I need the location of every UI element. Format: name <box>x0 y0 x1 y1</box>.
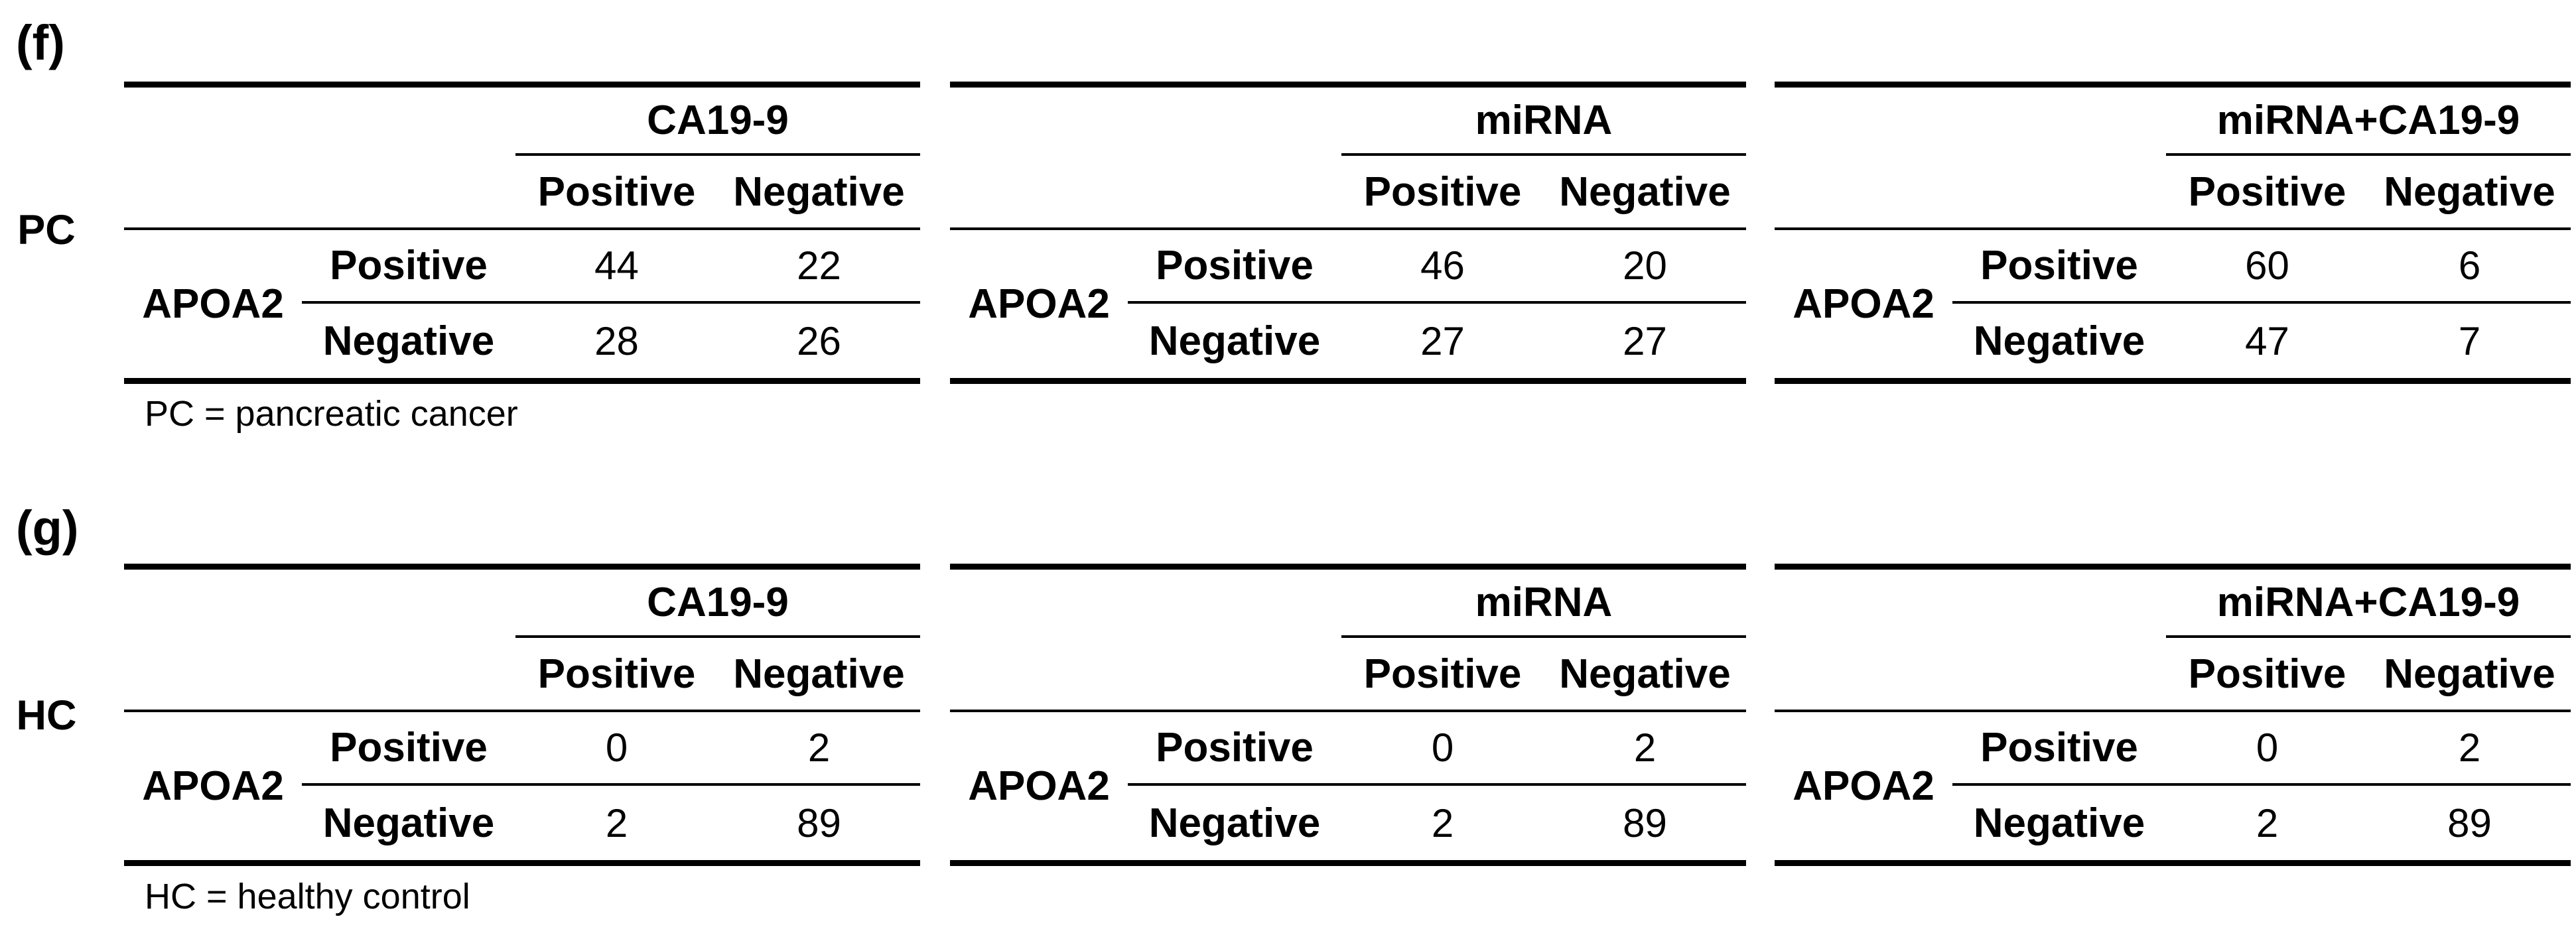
column-header-positive: Positive <box>1341 156 1544 230</box>
row-label-positive: Positive <box>302 230 515 304</box>
row-label-negative: Negative <box>1973 318 2145 364</box>
cell-value: 0 <box>515 712 718 786</box>
row-group-label-apoa2: APOA2 <box>142 281 284 327</box>
column-header-positive: Positive <box>2166 156 2368 230</box>
cell-value: 89 <box>2447 800 2492 845</box>
confusion-table-pc-mirna-ca19-9: miRNA+CA19-9 Positive Negative APOA2 Pos… <box>1775 82 2571 384</box>
assay-group-header: CA19-9 <box>515 570 920 638</box>
row-label-positive: Positive <box>1128 712 1341 786</box>
column-header-negative: Negative <box>1544 638 1746 712</box>
confusion-table-hc-ca19-9: CA19-9 Positive Negative APOA2 Positive … <box>124 564 920 866</box>
assay-group-header: miRNA <box>1341 570 1746 638</box>
cell-value: 0 <box>1341 712 1544 786</box>
cell-value: 6 <box>2368 230 2571 304</box>
row-label-negative: Negative <box>322 318 495 364</box>
spacer-cell <box>124 570 515 638</box>
cell-value: 2 <box>718 712 920 786</box>
assay-group-header: miRNA+CA19-9 <box>2166 88 2571 156</box>
cell-value: 22 <box>718 230 920 304</box>
spacer-cell <box>124 156 515 230</box>
cell-value: 2 <box>2256 800 2279 845</box>
row-label-positive: Positive <box>302 712 515 786</box>
cell-value: 26 <box>797 318 841 363</box>
spacer-cell <box>950 638 1341 712</box>
row-label-positive: Positive <box>1952 230 2166 304</box>
cell-value: 27 <box>1420 318 1465 363</box>
cell-value: 7 <box>2458 318 2481 363</box>
row-group-label-apoa2: APOA2 <box>1793 281 1934 327</box>
spacer-cell <box>1775 638 2166 712</box>
cell-value: 2 <box>605 800 628 845</box>
cohort-label-hc: HC <box>16 692 77 739</box>
cell-value: 2 <box>1431 800 1454 845</box>
cell-value: 89 <box>797 800 841 845</box>
column-header-positive: Positive <box>515 156 718 230</box>
row-group-label-apoa2: APOA2 <box>1793 763 1934 809</box>
assay-group-header: CA19-9 <box>515 88 920 156</box>
assay-group-header: miRNA <box>1341 88 1746 156</box>
cell-value: 44 <box>515 230 718 304</box>
row-group-label-apoa2: APOA2 <box>142 763 284 809</box>
column-header-negative: Negative <box>718 156 920 230</box>
cell-value: 46 <box>1341 230 1544 304</box>
spacer-cell <box>124 88 515 156</box>
spacer-cell <box>950 88 1341 156</box>
column-header-positive: Positive <box>1341 638 1544 712</box>
row-label-negative: Negative <box>1148 800 1321 846</box>
spacer-cell <box>124 638 515 712</box>
cell-value: 2 <box>2368 712 2571 786</box>
confusion-table-pc-mirna: miRNA Positive Negative APOA2 Positive 4… <box>950 82 1746 384</box>
panel-label-f: (f) <box>16 15 65 70</box>
spacer-cell <box>1775 570 2166 638</box>
cell-value: 89 <box>1623 800 1667 845</box>
spacer-cell <box>1775 88 2166 156</box>
cell-value: 27 <box>1623 318 1667 363</box>
cell-value: 47 <box>2245 318 2289 363</box>
cell-value: 20 <box>1544 230 1746 304</box>
footnote-pc: PC = pancreatic cancer <box>145 394 518 434</box>
row-group-label-apoa2: APOA2 <box>968 281 1110 327</box>
row-label-positive: Positive <box>1952 712 2166 786</box>
column-header-positive: Positive <box>2166 638 2368 712</box>
cell-value: 0 <box>2166 712 2368 786</box>
column-header-negative: Negative <box>2368 156 2571 230</box>
cell-value: 2 <box>1544 712 1746 786</box>
cell-value: 28 <box>594 318 639 363</box>
cohort-label-pc: PC <box>17 207 76 253</box>
column-header-negative: Negative <box>1544 156 1746 230</box>
confusion-table-pc-ca19-9: CA19-9 Positive Negative APOA2 Positive … <box>124 82 920 384</box>
row-label-negative: Negative <box>1973 800 2145 846</box>
column-header-positive: Positive <box>515 638 718 712</box>
column-header-negative: Negative <box>2368 638 2571 712</box>
row-group-label-apoa2: APOA2 <box>968 763 1110 809</box>
row-label-negative: Negative <box>322 800 495 846</box>
assay-group-header: miRNA+CA19-9 <box>2166 570 2571 638</box>
confusion-table-hc-mirna: miRNA Positive Negative APOA2 Positive 0… <box>950 564 1746 866</box>
column-header-negative: Negative <box>718 638 920 712</box>
row-label-negative: Negative <box>1148 318 1321 364</box>
spacer-cell <box>950 570 1341 638</box>
spacer-cell <box>1775 156 2166 230</box>
panel-label-g: (g) <box>16 501 79 556</box>
cell-value: 60 <box>2166 230 2368 304</box>
row-label-positive: Positive <box>1128 230 1341 304</box>
footnote-hc: HC = healthy control <box>145 877 470 916</box>
confusion-table-hc-mirna-ca19-9: miRNA+CA19-9 Positive Negative APOA2 Pos… <box>1775 564 2571 866</box>
spacer-cell <box>950 156 1341 230</box>
